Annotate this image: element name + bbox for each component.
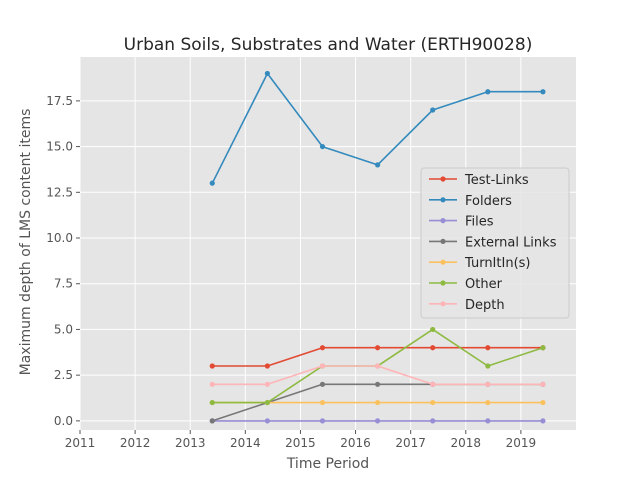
legend-marker: [440, 259, 446, 265]
y-tick-label: 0.0: [54, 414, 73, 428]
x-tick-label: 2018: [451, 436, 482, 450]
data-point: [319, 143, 326, 150]
legend-item: TurnItIn(s): [429, 256, 530, 271]
y-tick-label: 17.5: [46, 94, 73, 108]
legend-label: Folders: [465, 194, 512, 209]
legend-label: External Links: [465, 235, 557, 250]
y-axis-label: Maximum depth of LMS content items: [18, 109, 34, 376]
data-point: [264, 418, 270, 424]
x-tick-label: 2019: [506, 436, 537, 450]
x-tick-label: 2015: [285, 436, 316, 450]
legend-label: Files: [465, 215, 494, 230]
legend-item: Depth: [429, 298, 505, 313]
data-point: [485, 418, 491, 424]
legend-item: Files: [429, 215, 494, 230]
legend: Test-Links Folders Files External Links Turn…: [420, 167, 570, 319]
y-tick-label: 12.5: [46, 185, 73, 199]
data-point: [430, 345, 436, 351]
data-point: [375, 162, 381, 168]
legend-item: External Links: [429, 235, 557, 250]
data-point: [319, 399, 326, 406]
series-depth: [209, 363, 546, 387]
x-tick-label: 2014: [230, 436, 261, 450]
legend-label: TurnItIn(s): [464, 256, 530, 271]
x-axis-label: Time Period: [286, 456, 369, 472]
legend-item: Other: [429, 277, 503, 292]
legend-marker: [440, 218, 446, 224]
data-point: [430, 381, 436, 387]
data-point: [319, 345, 326, 351]
data-point: [264, 70, 270, 77]
data-point: [319, 418, 326, 424]
data-point: [540, 345, 546, 351]
data-point: [540, 399, 546, 406]
y-tick-label: 10.0: [46, 231, 73, 245]
y-tick-label: 2.5: [54, 368, 73, 382]
y-tick-label: 7.5: [54, 277, 73, 291]
data-point: [375, 418, 381, 424]
data-point: [264, 363, 270, 369]
data-point: [264, 399, 270, 406]
data-point: [485, 399, 491, 406]
data-point: [209, 180, 215, 186]
data-point: [485, 363, 491, 369]
x-tick-label: 2017: [395, 436, 426, 450]
legend-marker: [440, 280, 446, 286]
x-tick-label: 2012: [120, 436, 151, 450]
x-tick-label: 2016: [340, 436, 371, 450]
data-point: [209, 381, 215, 387]
legend-frame: [420, 167, 570, 319]
legend-item: Test-Links: [429, 173, 529, 188]
data-point: [319, 381, 326, 387]
legend-marker: [440, 176, 446, 182]
data-point: [375, 363, 381, 369]
data-point: [430, 326, 436, 333]
data-point: [375, 399, 381, 406]
data-point: [430, 418, 436, 424]
x-tick-label: 2013: [175, 436, 206, 450]
legend-marker: [440, 301, 446, 307]
data-point: [485, 345, 491, 351]
legend-label: Other: [465, 277, 503, 292]
legend-marker: [440, 197, 446, 203]
data-point: [209, 399, 215, 406]
legend-marker: [440, 238, 446, 244]
legend-label: Depth: [465, 298, 505, 313]
data-point: [430, 399, 436, 406]
series-folders: [209, 70, 546, 186]
data-point: [540, 418, 546, 424]
x-tick-label: 2011: [65, 436, 96, 450]
data-point: [209, 363, 215, 369]
data-point: [375, 345, 381, 351]
y-tick-label: 5.0: [54, 322, 73, 336]
data-point: [540, 381, 546, 387]
legend-label: Test-Links: [464, 173, 529, 188]
chart-title: Urban Soils, Substrates and Water (ERTH9…: [124, 35, 533, 55]
data-point: [375, 381, 381, 387]
y-axis-ticks: 0.0 2.5 5.0 7.5 10.0 12.5 15.0 17.5: [46, 94, 80, 428]
data-point: [485, 381, 491, 387]
legend-item: Folders: [429, 194, 512, 209]
data-point: [209, 418, 215, 424]
data-point: [319, 363, 326, 369]
data-point: [430, 107, 436, 113]
x-axis-ticks: 2011 2012 2013 2014 2015 2016 2017 2018 2019: [65, 430, 536, 450]
y-tick-label: 15.0: [46, 140, 73, 154]
data-point: [540, 89, 546, 95]
data-point: [485, 89, 491, 95]
data-point: [264, 381, 270, 387]
